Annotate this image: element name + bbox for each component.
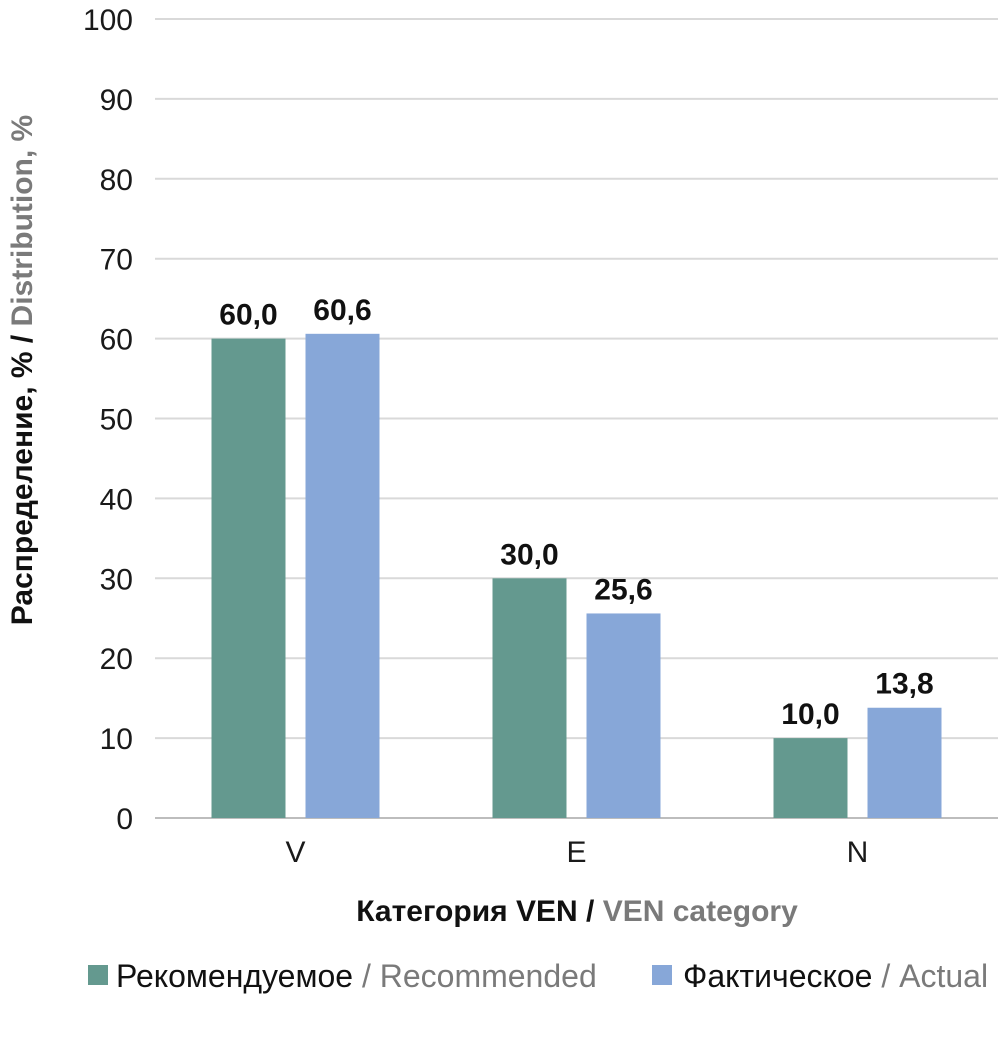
y-tick-label: 80 — [100, 164, 133, 197]
legend-label-actual: Фактическое / Actual — [683, 958, 988, 994]
bar — [211, 338, 286, 818]
y-tick-label: 90 — [100, 84, 133, 117]
data-label: 30,0 — [500, 538, 558, 571]
y-tick-label: 10 — [100, 723, 133, 756]
legend: Рекомендуемое / Recommended Фактическое … — [88, 958, 988, 994]
y-tick-label: 60 — [100, 324, 133, 357]
bar — [305, 333, 380, 818]
y-axis-title: Распределение, % / Distribution, % — [6, 115, 39, 625]
x-tick-label: V — [285, 836, 305, 869]
bars — [211, 333, 942, 818]
y-tick-label: 30 — [100, 563, 133, 596]
data-labels: 60,0 60,6 30,0 25,6 10,0 13,8 — [219, 294, 933, 731]
y-tick-label: 100 — [83, 4, 133, 37]
data-label: 13,8 — [875, 668, 933, 701]
y-tick-label: 70 — [100, 244, 133, 277]
x-axis-title: Категория VEN / VEN category — [356, 895, 798, 928]
bar — [773, 738, 848, 818]
y-tick-label: 40 — [100, 483, 133, 516]
y-tick-label: 20 — [100, 643, 133, 676]
y-tick-label: 50 — [100, 404, 133, 437]
data-label: 60,6 — [313, 294, 371, 327]
data-label: 60,0 — [219, 299, 277, 332]
legend-swatch-recommended — [88, 965, 108, 985]
x-tick-label: E — [566, 836, 586, 869]
bar — [867, 707, 942, 818]
bar — [586, 613, 661, 818]
x-tick-label: N — [847, 836, 869, 869]
y-axis-ticks: 0 10 20 30 40 50 60 70 80 90 100 — [83, 4, 133, 836]
data-label: 25,6 — [594, 573, 652, 606]
data-label: 10,0 — [781, 698, 839, 731]
legend-swatch-actual — [652, 965, 672, 985]
bar — [492, 578, 567, 818]
legend-label-recommended: Рекомендуемое / Recommended — [116, 958, 597, 994]
y-tick-label: 0 — [116, 803, 133, 836]
gridlines — [155, 18, 998, 819]
